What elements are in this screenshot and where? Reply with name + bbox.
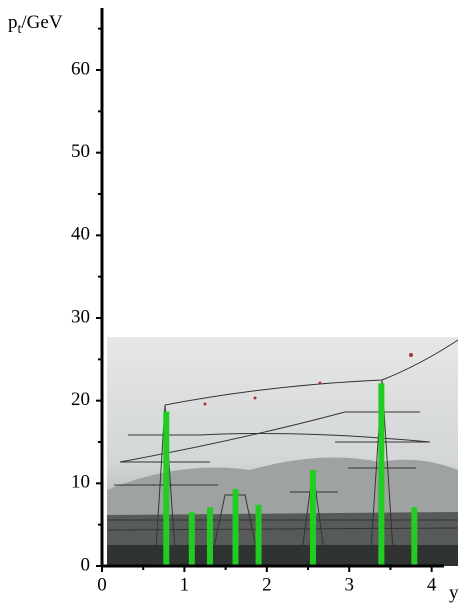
x-tick-label: 3 [344, 574, 354, 595]
y-axis-label-main: p [8, 12, 18, 33]
x-axis-label: y [449, 582, 459, 603]
bar [188, 512, 195, 566]
bar [411, 507, 418, 566]
x-tick-label: 2 [262, 574, 272, 595]
bar [378, 383, 385, 566]
y-axis-label-unit: /GeV [21, 12, 62, 33]
bar [232, 489, 239, 566]
y-tick-label: 10 [71, 472, 90, 493]
bar [206, 507, 213, 566]
y-axis-label: pt/GeV [8, 12, 63, 37]
y-axis-label-sub: t [18, 22, 22, 37]
bar [255, 504, 262, 566]
y-tick-label: 50 [71, 141, 90, 162]
x-tick-label: 4 [427, 574, 437, 595]
x-tick-label: 0 [97, 574, 107, 595]
y-tick-label: 60 [71, 58, 90, 79]
x-tick-label: 1 [180, 574, 190, 595]
bar [163, 411, 170, 566]
y-tick-label: 40 [71, 224, 90, 245]
background-photo [106, 337, 459, 567]
bar [309, 470, 316, 566]
y-tick-label: 30 [71, 306, 90, 327]
y-tick-label: 20 [71, 389, 90, 410]
y-tick-label: 0 [81, 554, 91, 575]
